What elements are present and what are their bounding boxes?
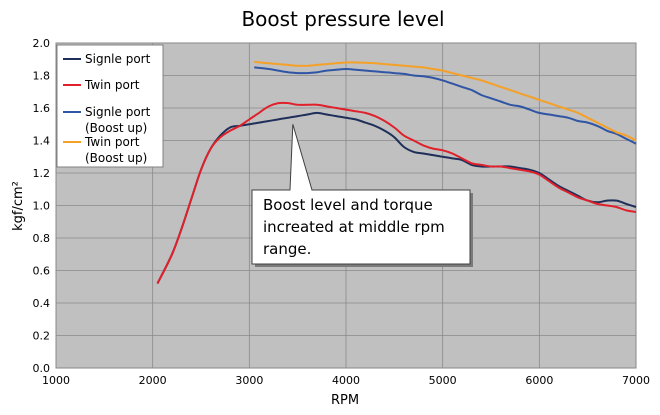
callout-box — [251, 124, 471, 265]
x-tick-label: 2000 — [139, 374, 167, 387]
y-tick-label: 2.0 — [33, 37, 51, 50]
series-line-twin-port — [156, 101, 637, 284]
y-tick-label: 1.2 — [33, 167, 51, 180]
legend: Signle port Twin port Signle port (Boost… — [56, 44, 164, 168]
legend-label-twin-port: Twin port — [84, 78, 140, 92]
series-lines — [156, 60, 637, 284]
x-axis-ticks: 1000 2000 3000 4000 5000 6000 7000 — [42, 374, 650, 387]
x-tick-label: 5000 — [429, 374, 457, 387]
series-line-twin-port-boost-up — [254, 60, 637, 142]
y-tick-label: 1.4 — [33, 135, 51, 148]
legend-label-signle-port-boost-up: Signle port (Boost up) — [85, 105, 154, 135]
x-tick-label: 6000 — [525, 374, 553, 387]
callout-text: Boost level and torque increated at midd… — [263, 196, 450, 258]
series-line-signle-port-boost-up — [254, 66, 637, 145]
y-tick-label: 1.6 — [33, 102, 51, 115]
x-tick-label: 4000 — [332, 374, 360, 387]
y-axis-label: kgf/cm² — [11, 181, 26, 231]
y-tick-label: 0.8 — [33, 232, 51, 245]
legend-label-twin-port-boost-up: Twin port (Boost up) — [84, 135, 147, 165]
x-tick-label: 3000 — [235, 374, 263, 387]
legend-label-signle-port: Signle port — [85, 52, 151, 66]
x-axis-label: RPM — [331, 393, 359, 408]
y-tick-label: 1.8 — [33, 70, 51, 83]
x-tick-label: 1000 — [42, 374, 70, 387]
x-tick-label: 7000 — [622, 374, 650, 387]
legend-box — [56, 44, 164, 168]
y-tick-label: 1.0 — [33, 200, 51, 213]
y-axis-ticks: 0.0 0.2 0.4 0.6 0.8 1.0 1.2 1.4 1.6 1.8 2.0 — [33, 37, 51, 375]
y-tick-label: 0.6 — [33, 265, 51, 278]
annotation-callout: Boost level and torque increated at midd… — [251, 124, 473, 267]
y-tick-label: 0.2 — [33, 330, 51, 343]
chart-title: Boost pressure level — [241, 7, 444, 31]
y-tick-label: 0.4 — [33, 297, 51, 310]
y-tick-label: 0.0 — [33, 362, 51, 375]
